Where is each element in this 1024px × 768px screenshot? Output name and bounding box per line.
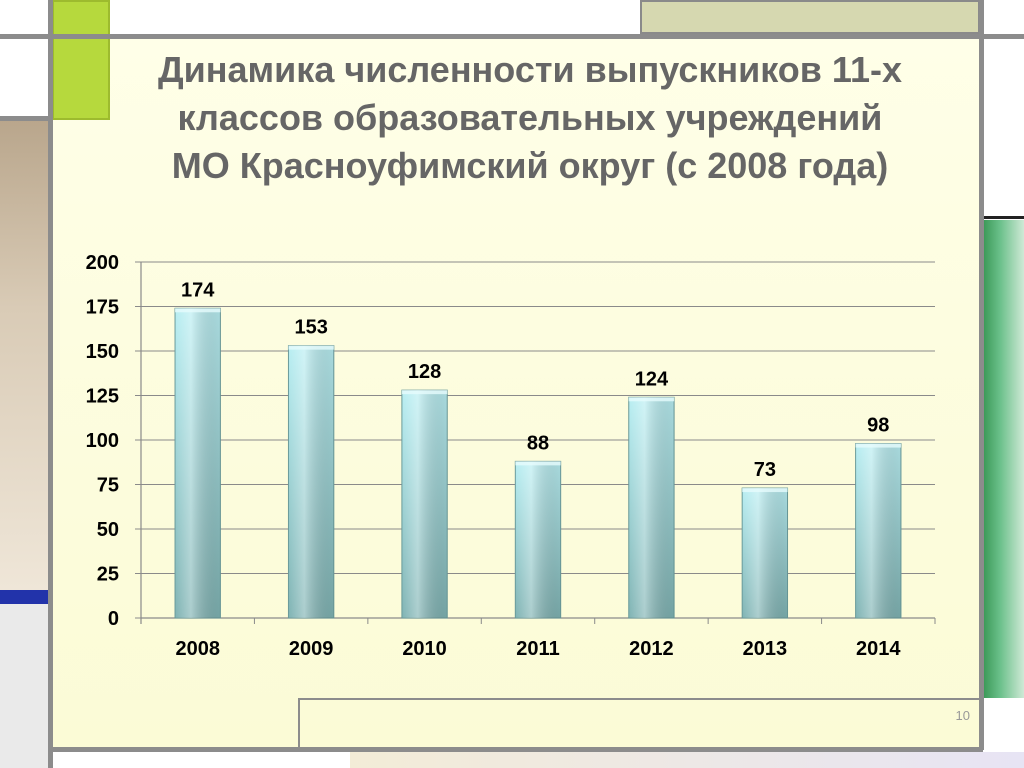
y-tick-label: 50: [97, 519, 119, 541]
bar-cap: [401, 390, 448, 395]
title-line: классов образовательных учреждений: [177, 97, 883, 138]
bar-cap: [288, 345, 334, 350]
y-tick-label: 75: [97, 475, 119, 497]
y-axis-tick-labels: 0 25 50 75 100 125 150 175 200: [86, 252, 119, 630]
y-tick-label: 25: [97, 564, 119, 586]
bar-highlight: [401, 390, 448, 618]
data-label: 73: [754, 459, 776, 481]
data-label: 88: [527, 432, 549, 454]
bar-cap: [515, 461, 561, 466]
x-tick-label: 2011: [516, 638, 559, 660]
bar-cap: [175, 308, 221, 313]
x-axis-tick-labels: 2008 2009 2010 2011 2012 2013 2014: [175, 638, 901, 660]
left-accent-block: [0, 120, 48, 590]
title-line: Динамика численности выпускников 11-х: [158, 49, 902, 90]
x-tick-label: 2012: [629, 638, 674, 660]
y-tick-label: 0: [108, 608, 119, 630]
data-label: 98: [867, 415, 889, 437]
data-label: 153: [294, 317, 327, 339]
bar-highlight: [855, 443, 901, 618]
frame-line: [0, 34, 1024, 39]
bottom-accent-strip: [350, 752, 1024, 768]
title-line: МО Красноуфимский округ (с 2008 года): [171, 145, 889, 186]
bar-highlight: [175, 308, 221, 618]
bar-highlight: [515, 461, 561, 618]
x-tick-label: 2009: [289, 638, 334, 660]
left-blue-stripe: [0, 590, 48, 604]
bar-highlight: [288, 345, 334, 618]
x-tick-label: 2014: [856, 638, 901, 660]
x-tick-label: 2008: [175, 638, 220, 660]
green-accent-block: [52, 0, 110, 120]
footer-box: [298, 698, 984, 752]
frame-line: [0, 116, 52, 121]
bar-chart: 0 25 50 75 100 125 150 175 200 174 153 128 88 124 73 9…: [86, 252, 936, 660]
top-right-accent-block: [640, 0, 980, 34]
left-bottom-block: [0, 604, 48, 768]
y-tick-label: 175: [86, 297, 119, 319]
right-top-block: [984, 0, 1024, 218]
frame-line: [48, 747, 983, 752]
y-tick-label: 100: [86, 430, 119, 452]
data-label: 124: [635, 368, 669, 390]
data-label: 128: [408, 361, 441, 383]
frame-line: [48, 0, 53, 768]
data-labels: 174 153 128 88 124 73 98: [181, 279, 889, 481]
x-tick-label: 2010: [402, 638, 447, 660]
bar-highlight: [628, 397, 675, 618]
bars: [174, 307, 902, 619]
frame-line: [984, 216, 1024, 219]
bar-cap: [855, 443, 901, 448]
y-tick-label: 125: [86, 386, 119, 408]
slide-title: Динамика численности выпускников 11-х кл…: [90, 46, 970, 190]
page-number: 10: [955, 708, 970, 723]
y-tick-label: 200: [86, 252, 119, 274]
right-green-block: [984, 220, 1024, 698]
corner-block: [0, 0, 48, 36]
bar-cap: [742, 488, 788, 493]
frame-line: [979, 0, 984, 750]
bar-highlight: [742, 488, 788, 618]
y-tick-label: 150: [86, 341, 119, 363]
bar-cap: [628, 397, 675, 402]
x-tick-label: 2013: [743, 638, 788, 660]
data-label: 174: [181, 279, 215, 301]
